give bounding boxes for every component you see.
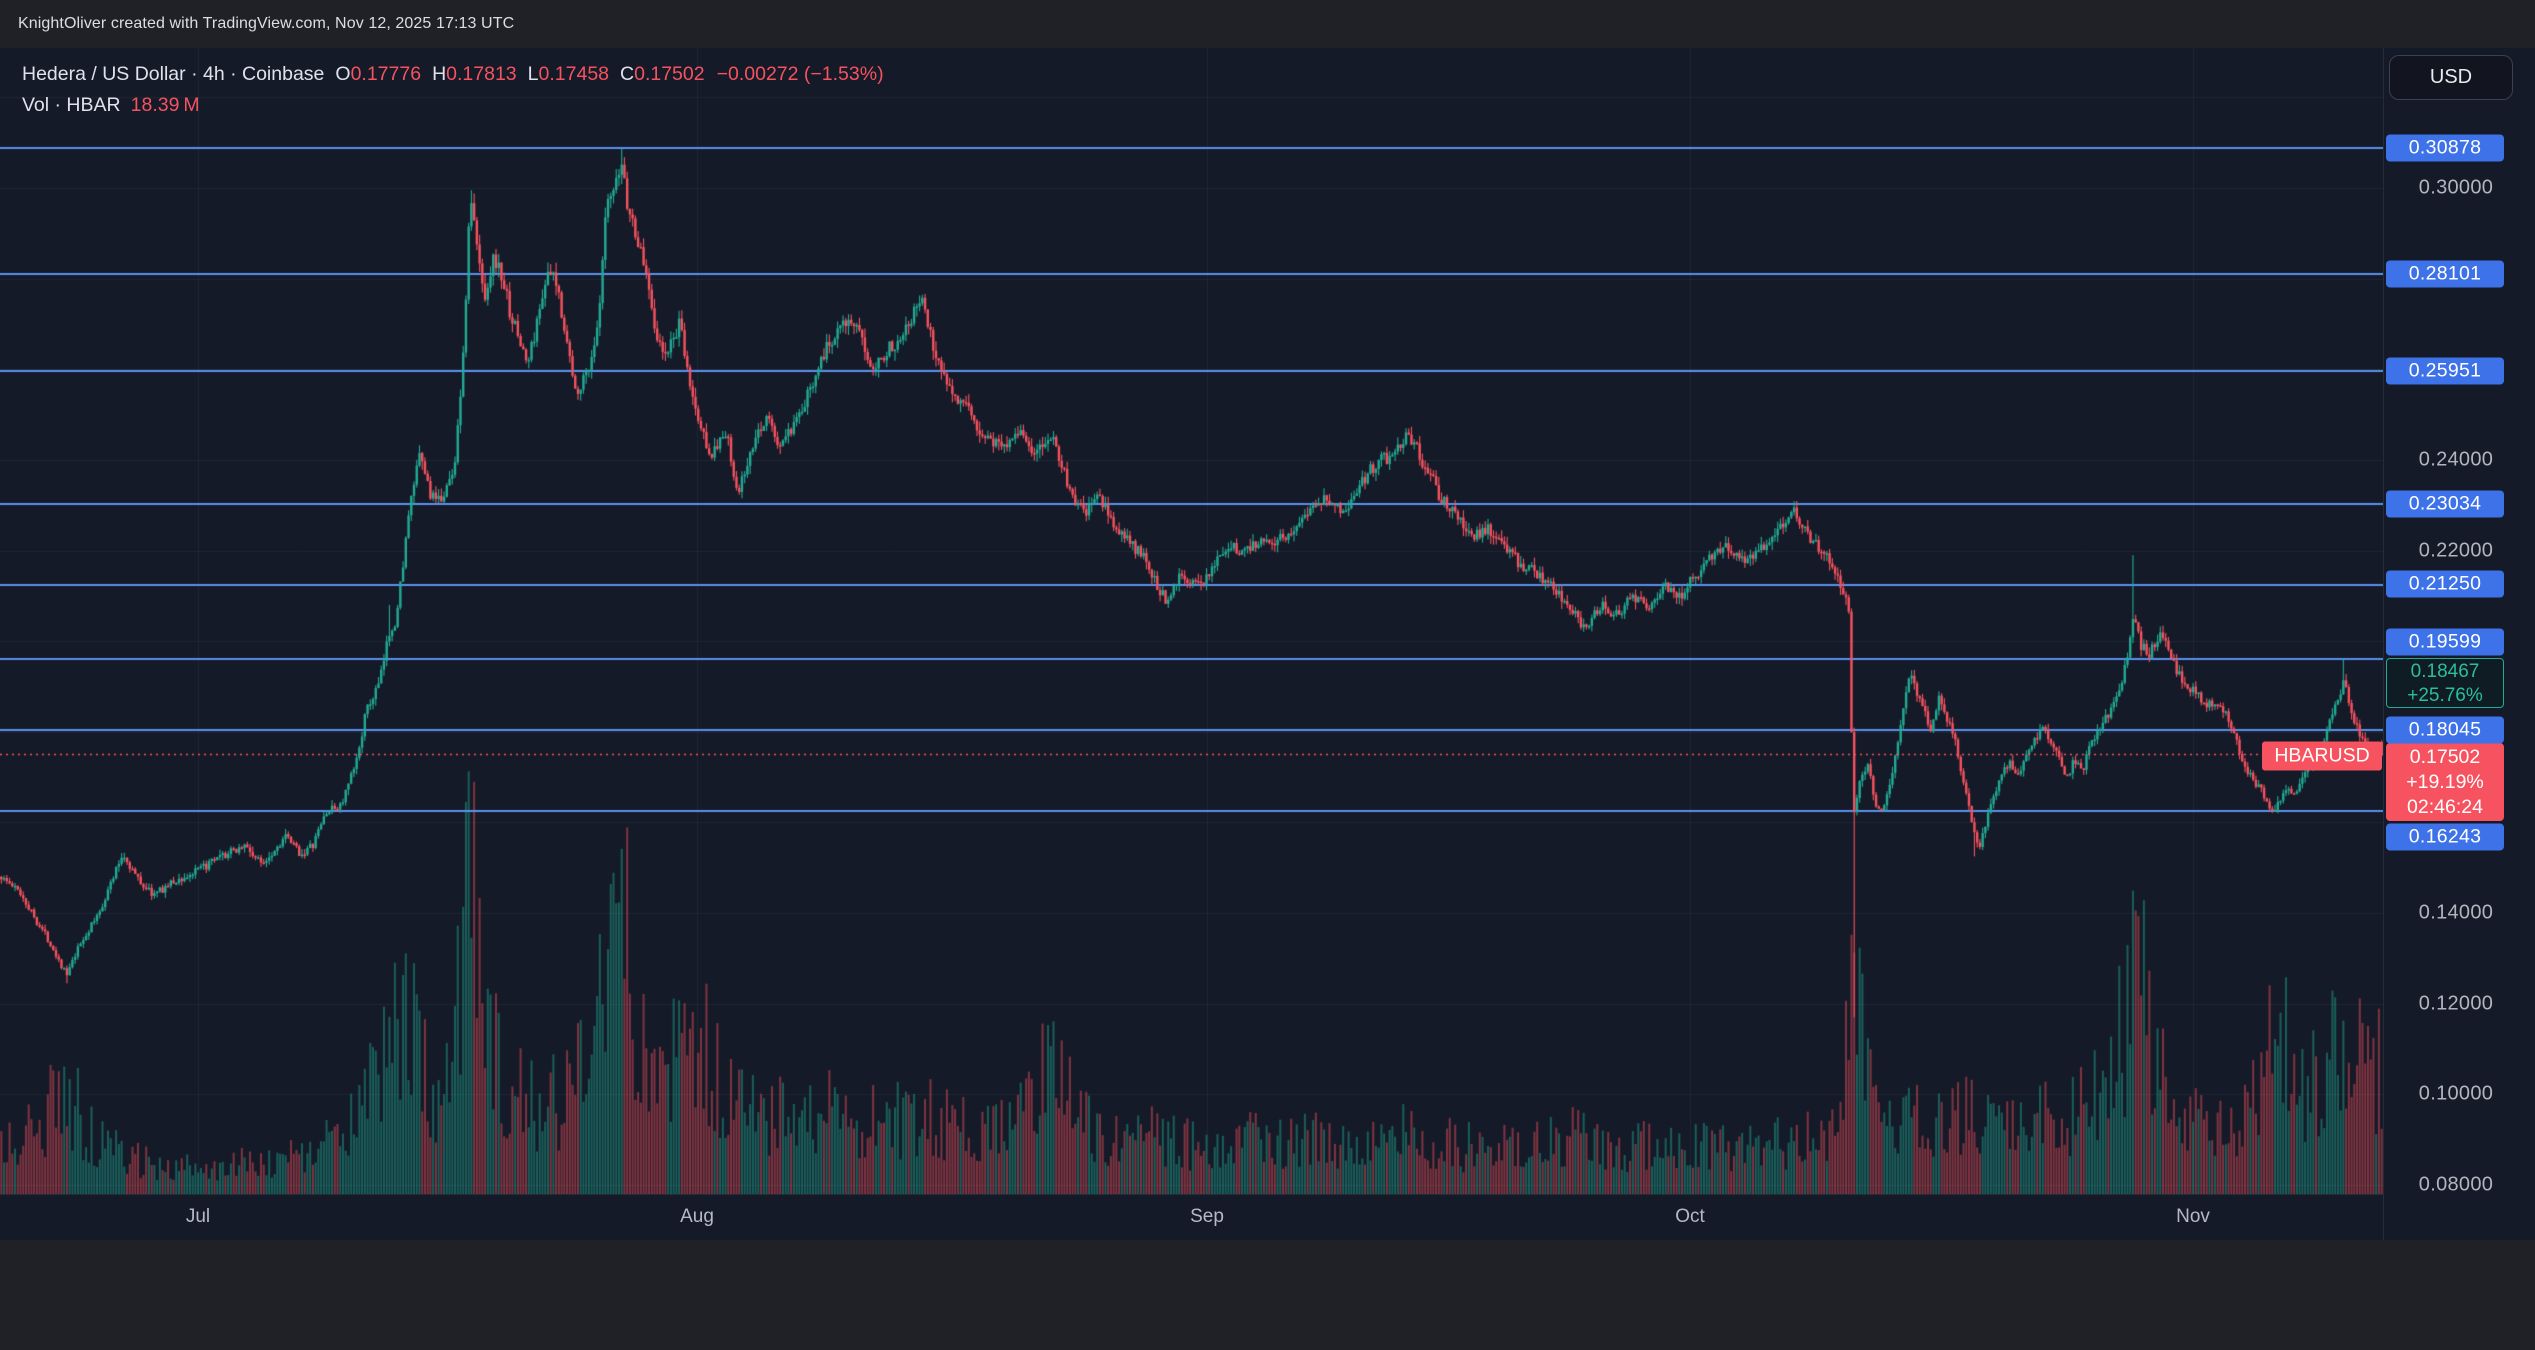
- chart-widget: » Hedera / US Dollar · 4h · CoinbaseO0.1…: [0, 48, 2535, 1241]
- time-axis[interactable]: Jul Aug Sep Oct Nov: [0, 1194, 2535, 1241]
- level-price-badge: 0.28101: [2386, 260, 2504, 288]
- attribution-bar: KnightOliver created with TradingView.co…: [0, 0, 2535, 48]
- price-axis-label: 0.22000: [2418, 539, 2494, 562]
- price-axis-label: 0.24000: [2418, 448, 2494, 471]
- price-axis[interactable]: USD 0.18467 +25.76% 0.17502 +19.19% 02:4…: [2383, 48, 2535, 1240]
- legend-volume-row: Vol · HBAR 18.39 M: [22, 92, 884, 118]
- level-price-badge: 0.23034: [2386, 490, 2504, 518]
- price-axis-label: 0.10000: [2418, 1082, 2494, 1105]
- volume-label[interactable]: Vol · HBAR: [22, 94, 121, 116]
- level-price-badge: 0.16243: [2386, 823, 2504, 851]
- legend-symbol-row: Hedera / US Dollar · 4h · Coinbase O0.177…: [22, 61, 884, 87]
- low-label: L: [527, 63, 539, 85]
- high-value: 0.17813: [446, 63, 517, 85]
- volume-value: 18.39 M: [130, 94, 200, 116]
- currency-toggle-button[interactable]: USD: [2389, 55, 2513, 100]
- level-price-badge: 0.21250: [2386, 570, 2504, 598]
- price-axis-label: 0.30000: [2418, 176, 2494, 199]
- range-percent: +25.76%: [2407, 685, 2483, 706]
- candlestick-volume-canvas[interactable]: [0, 48, 2383, 1194]
- symbol-legend: Hedera / US Dollar · 4h · Coinbase O0.177…: [22, 61, 884, 118]
- high-label: H: [432, 63, 447, 85]
- change-value: −0.00272 (−1.53%): [716, 63, 884, 85]
- close-value: 0.17502: [634, 63, 705, 85]
- range-price: 0.18467: [2410, 661, 2480, 682]
- bar-countdown: 02:46:24: [2407, 796, 2483, 818]
- month-label: Nov: [2176, 1206, 2210, 1227]
- symbol-price-tag: HBARUSD: [2262, 741, 2382, 771]
- month-label: Jul: [185, 1206, 211, 1227]
- open-value: 0.17776: [350, 63, 422, 85]
- level-price-badge: 0.25951: [2386, 357, 2504, 385]
- level-price-badge: 0.30878: [2386, 134, 2504, 162]
- close-label: C: [620, 63, 635, 85]
- price-axis-label: 0.14000: [2418, 901, 2494, 924]
- footer-bar: TradingView: [0, 1240, 2535, 1350]
- last-price-badge: 0.17502 +19.19% 02:46:24: [2386, 743, 2504, 821]
- chart-plot-area[interactable]: »: [0, 48, 2383, 1194]
- last-price: 0.17502: [2409, 746, 2481, 768]
- low-value: 0.17458: [538, 63, 610, 85]
- attribution-text: KnightOliver created with TradingView.co…: [18, 15, 515, 32]
- open-label: O: [335, 63, 351, 85]
- month-label: Aug: [680, 1206, 714, 1227]
- month-label: Sep: [1190, 1206, 1224, 1227]
- month-label: Oct: [1675, 1206, 1705, 1227]
- level-price-badge: 0.18045: [2386, 716, 2504, 744]
- range-change-label: 0.18467 +25.76%: [2386, 658, 2504, 708]
- level-price-badge: 0.19599: [2386, 628, 2504, 656]
- symbol-title[interactable]: Hedera / US Dollar · 4h · Coinbase: [22, 63, 325, 85]
- price-axis-label: 0.08000: [2418, 1173, 2494, 1196]
- price-axis-label: 0.12000: [2418, 992, 2494, 1015]
- last-change-percent: +19.19%: [2406, 771, 2484, 793]
